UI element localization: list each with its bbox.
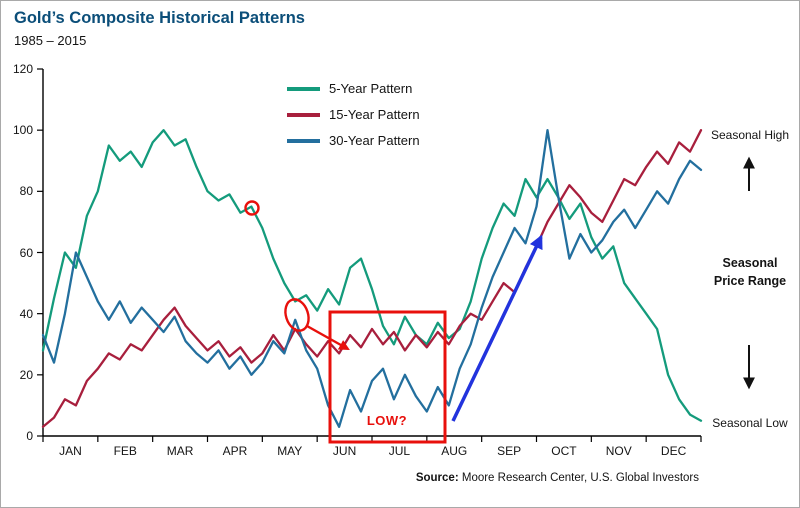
source-note: Source: Moore Research Center, U.S. Glob… — [416, 472, 699, 484]
y-tick-label: 0 — [26, 429, 33, 443]
page-subtitle: 1985 – 2015 — [14, 33, 87, 48]
low-box-annotation — [328, 310, 447, 444]
y-tick-label: 120 — [12, 62, 33, 76]
seasonal-price-range-line1: Seasonal — [722, 256, 778, 270]
annotation-shapes — [244, 156, 755, 444]
legend-label-30-year: 30-Year Pattern — [329, 133, 420, 148]
x-tick-label: OCT — [551, 444, 577, 458]
x-tick-label: MAY — [277, 444, 303, 458]
legend-swatch-30-year-icon — [287, 138, 320, 143]
legend-label-5-year: 5-Year Pattern — [329, 81, 413, 96]
legend: 5-Year Pattern 15-Year Pattern 30-Year P… — [287, 81, 420, 148]
x-tick-label: AUG — [441, 444, 468, 458]
y-tick-label: 60 — [19, 245, 33, 260]
source-label: Source: — [415, 472, 459, 484]
seasonal-low-label: Seasonal Low — [712, 416, 788, 430]
red-circle-annotation — [244, 200, 260, 216]
x-tick-label: JAN — [59, 444, 82, 458]
series-line-5-year-pattern — [41, 129, 703, 422]
series-line-30-year-pattern — [41, 129, 703, 428]
x-tick-label: JUL — [388, 444, 411, 458]
legend-swatch-15-year-icon — [287, 112, 320, 117]
seasonal-price-range-line2: Price Range — [713, 273, 787, 288]
x-axis-labels: JAN FEB MAR APR MAY JUN JUL AUG SEP OCT NOV DEC — [1, 444, 799, 462]
legend-item-30-year: 30-Year Pattern — [287, 133, 420, 148]
y-tick-label: 100 — [12, 123, 33, 138]
legend-item-5-year: 5-Year Pattern — [287, 81, 420, 96]
x-tick-label: FEB — [113, 444, 137, 458]
seasonal-price-range-label: Seasonal Price Range — [703, 255, 797, 290]
x-tick-label: MAR — [166, 444, 194, 458]
y-tick-label: 40 — [19, 306, 33, 321]
x-tick-label: SEP — [497, 444, 522, 458]
axes — [37, 68, 702, 442]
y-axis-labels: 0 20 40 60 80 100 120 — [1, 1, 38, 507]
red-arrow-annotation — [306, 324, 350, 351]
source-text: Moore Research Center, U.S. Global Inves… — [461, 472, 699, 484]
y-tick-label: 80 — [19, 184, 33, 199]
legend-item-15-year: 15-Year Pattern — [287, 107, 420, 122]
red-ellipse-annotation — [284, 298, 310, 332]
page-title: Gold’s Composite Historical Patterns — [14, 9, 305, 27]
x-tick-label: NOV — [605, 444, 632, 458]
blue-arrow-annotation — [451, 234, 543, 422]
low-annotation-label: LOW? — [366, 413, 408, 428]
series-lines — [41, 129, 703, 428]
y-tick-label: 20 — [19, 367, 33, 382]
x-tick-label: DEC — [660, 444, 687, 458]
series-line-15-year-pattern — [41, 129, 703, 428]
legend-label-15-year: 15-Year Pattern — [329, 107, 420, 122]
x-tick-label: APR — [222, 444, 248, 458]
legend-swatch-5-year-icon — [287, 86, 320, 91]
x-tick-label: JUN — [332, 444, 357, 458]
seasonal-high-label: Seasonal High — [710, 128, 790, 142]
